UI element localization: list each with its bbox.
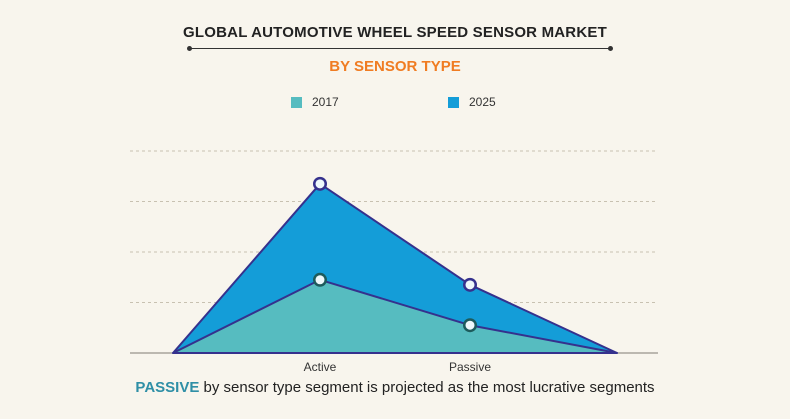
legend-item-2025: 2025 (448, 94, 496, 110)
legend-item-2017: 2017 (291, 94, 339, 110)
x-tick-label-active: Active (304, 360, 337, 374)
legend-swatch-2017 (291, 96, 302, 108)
footer-highlight: PASSIVE (135, 379, 200, 396)
data-point-center-2017-active (315, 275, 325, 285)
chart-subtitle: BY SENSOR TYPE (329, 58, 461, 75)
footer-text: by sensor type segment is projected as t… (199, 379, 655, 396)
title-divider (187, 46, 613, 51)
data-point-center-2025-passive (465, 280, 475, 290)
legend-swatch-2025 (448, 96, 459, 108)
data-point-center-2017-passive (465, 320, 475, 330)
x-tick-label-passive: Passive (449, 360, 491, 374)
footer-note: PASSIVE by sensor type segment is projec… (0, 379, 790, 396)
legend-label-2025: 2025 (469, 95, 496, 109)
legend-label-2017: 2017 (312, 95, 339, 109)
chart-title: GLOBAL AUTOMOTIVE WHEEL SPEED SENSOR MAR… (183, 24, 607, 41)
data-point-center-2025-active (315, 179, 325, 189)
